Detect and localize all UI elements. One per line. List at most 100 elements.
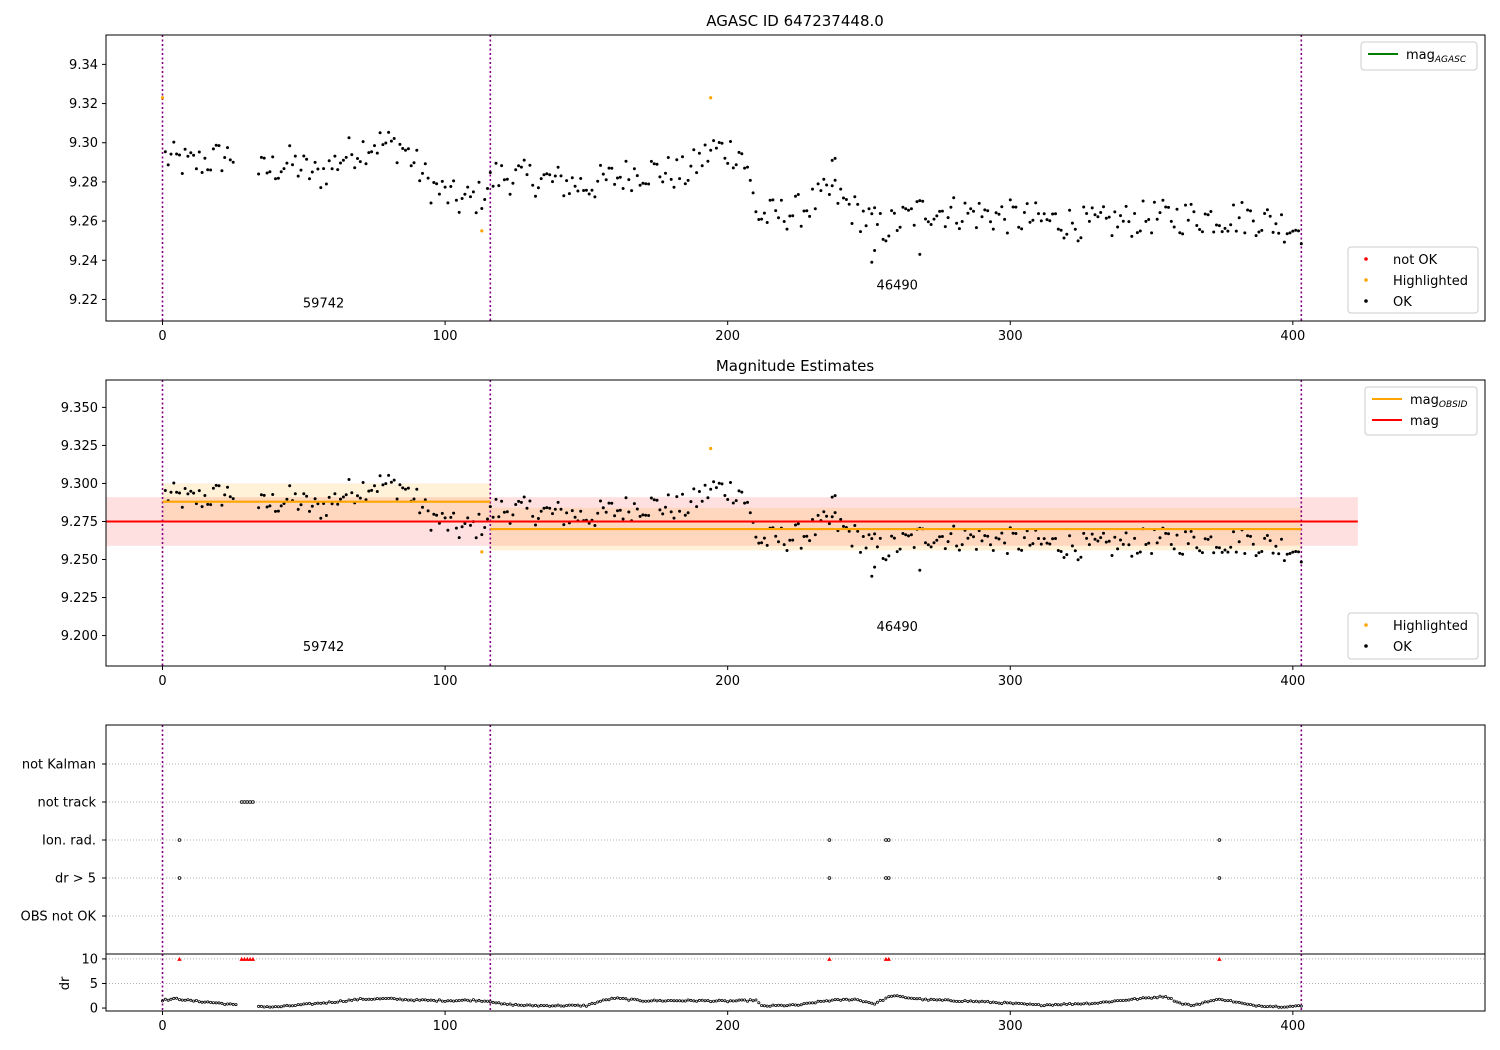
ok-point <box>991 549 995 552</box>
ok-point <box>1076 239 1080 243</box>
ok-point <box>980 215 984 219</box>
ok-point <box>454 198 458 202</box>
ok-point <box>466 185 470 189</box>
ok-point <box>1045 218 1049 222</box>
dr-point <box>1158 994 1162 998</box>
dr-point <box>836 998 840 1002</box>
ok-point <box>1178 231 1182 235</box>
ok-point <box>293 492 297 496</box>
dr-point <box>607 998 611 1002</box>
ok-point <box>994 211 998 215</box>
ok-point <box>262 156 266 160</box>
dr-point <box>500 1002 504 1006</box>
ok-point <box>1130 554 1134 558</box>
ok-point <box>853 524 857 527</box>
ok-point <box>517 164 521 168</box>
ok-point <box>350 153 354 157</box>
ok-point <box>873 206 877 210</box>
ok-point <box>969 207 973 211</box>
ok-point <box>989 220 992 224</box>
dr-point <box>850 998 854 1002</box>
dr-point <box>672 999 676 1003</box>
ok-point <box>847 529 851 533</box>
ok-point <box>890 209 894 213</box>
y-tick-label: 9.225 <box>61 591 98 606</box>
dr-point <box>1045 1003 1049 1007</box>
ok-point <box>743 166 747 170</box>
dr-point <box>214 1001 218 1005</box>
ok-point <box>350 491 354 495</box>
x-tick-label: 300 <box>998 674 1023 689</box>
ok-point <box>827 193 831 196</box>
ok-point <box>302 154 306 158</box>
dr-point <box>977 1000 981 1004</box>
ok-point <box>186 154 190 158</box>
dr-point <box>969 999 973 1003</box>
dr-point <box>203 1000 207 1004</box>
ok-point <box>279 504 283 508</box>
ok-point <box>226 146 229 150</box>
ok-point <box>957 227 961 231</box>
ok-point <box>288 484 292 488</box>
ok-point <box>1299 560 1303 564</box>
ok-point <box>378 474 382 478</box>
dr-point <box>160 999 164 1003</box>
dr-point <box>443 999 447 1003</box>
ok-point <box>878 212 882 215</box>
ok-point <box>211 147 215 151</box>
ok-point <box>1011 531 1015 535</box>
ok-point <box>220 169 224 173</box>
ok-point <box>678 177 682 181</box>
ok-point <box>1169 219 1173 223</box>
dr-point <box>904 996 908 1000</box>
dr-point <box>1025 1002 1029 1006</box>
ok-point <box>1020 227 1024 231</box>
ok-point <box>895 229 899 232</box>
dr-point <box>381 997 385 1001</box>
dr-point <box>375 997 379 1001</box>
dr-point <box>683 999 687 1003</box>
ok-point <box>658 175 662 179</box>
dr-point <box>582 1003 586 1007</box>
ok-point <box>553 507 557 511</box>
dr-point <box>1020 1002 1024 1006</box>
ok-point <box>1226 550 1230 554</box>
legend: magAGASC <box>1360 41 1478 71</box>
dr-point <box>401 998 405 1002</box>
ok-point <box>398 142 402 146</box>
ok-point <box>189 489 193 493</box>
ok-point <box>839 517 843 521</box>
ok-point <box>404 148 407 152</box>
dr-point <box>946 998 950 1002</box>
ok-point <box>559 507 563 511</box>
ok-point <box>1121 542 1125 546</box>
dr-point <box>983 1000 987 1004</box>
dr-point <box>293 1004 297 1008</box>
dr-point <box>1209 999 1213 1003</box>
ok-point <box>870 537 874 541</box>
dr-point <box>556 1003 560 1007</box>
ok-point <box>1079 555 1083 559</box>
ok-point <box>1291 229 1295 233</box>
ok-point <box>1087 543 1091 547</box>
dr-point <box>1280 1005 1284 1009</box>
ok-point <box>816 182 820 186</box>
ok-point <box>884 558 888 562</box>
ok-point <box>972 209 975 213</box>
ok-point <box>375 490 379 493</box>
ok-point <box>1246 534 1250 538</box>
dr-point <box>1285 1005 1289 1009</box>
ok-point <box>867 533 871 537</box>
ok-point <box>347 136 351 140</box>
ok-point <box>401 147 405 150</box>
ok-point <box>878 536 882 540</box>
ok-point <box>1150 552 1154 555</box>
ok-point <box>545 172 549 176</box>
ok-point <box>457 536 461 540</box>
ok-point <box>1164 205 1168 209</box>
ok-point <box>709 487 713 491</box>
ok-point <box>799 224 803 228</box>
dr-point <box>1294 1004 1298 1008</box>
dr-point <box>1054 1002 1058 1006</box>
ok-point <box>635 174 639 178</box>
